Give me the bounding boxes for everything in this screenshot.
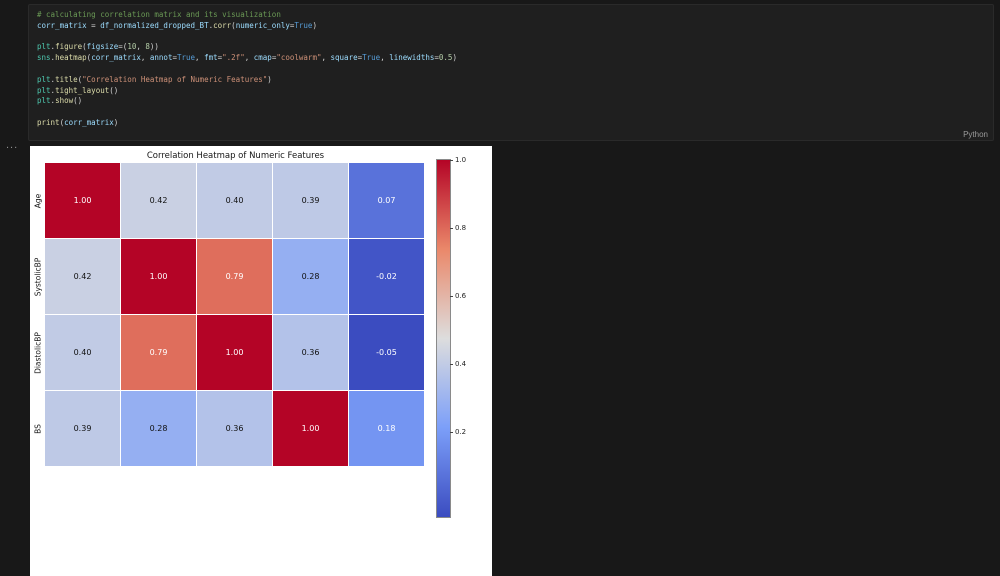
row-label: BS (33, 423, 43, 434)
heatmap-cell: -0.05 (349, 315, 424, 390)
heatmap-cell: 1.00 (197, 315, 272, 390)
heatmap-grid: 1.00 0.42 0.40 0.39 0.07 0.42 1.00 0.79 0.28 -0.0… (45, 163, 424, 466)
code-editor[interactable]: # calculating correlation matrix and its… (29, 5, 993, 129)
code-line: corr_matrix = df_normalized_dropped_BT.c… (37, 20, 317, 30)
heatmap-cell: 1.00 (273, 391, 348, 466)
code-line (37, 107, 993, 118)
heatmap-cell: 0.28 (273, 239, 348, 314)
code-line (37, 32, 993, 43)
cell-language-picker[interactable]: Python (963, 130, 988, 139)
heatmap-cell: 0.40 (197, 163, 272, 238)
code-line: plt.show() (37, 96, 83, 106)
code-cell[interactable]: # calculating correlation matrix and its… (28, 4, 994, 141)
code-line: plt.tight_layout() (37, 85, 119, 95)
code-line: print(corr_matrix) (37, 117, 119, 127)
row-label: Age (33, 193, 43, 208)
figure-title: Correlation Heatmap of Numeric Features (146, 151, 325, 161)
colorbar-tick-label: 1.0 (455, 156, 467, 164)
output-collapse-indicator[interactable]: ... (6, 139, 19, 151)
heatmap-cell: 0.07 (349, 163, 424, 238)
colorbar-tick-mark (450, 364, 453, 365)
colorbar-tick-mark (450, 160, 453, 161)
colorbar-tick-mark (450, 296, 453, 297)
row-label: SystolicBP (33, 257, 43, 296)
heatmap-cell: 0.40 (45, 315, 120, 390)
colorbar-gradient (437, 160, 450, 517)
code-line (37, 64, 993, 75)
code-line: # calculating correlation matrix and its… (37, 10, 281, 19)
colorbar-tick-label: 0.2 (455, 428, 467, 436)
heatmap-cell: 0.28 (121, 391, 196, 466)
colorbar-tick-label: 0.8 (455, 224, 467, 232)
heatmap-cell: 0.36 (197, 391, 272, 466)
heatmap-cell: -0.02 (349, 239, 424, 314)
colorbar-tick-mark (450, 228, 453, 229)
heatmap-cell: 0.79 (197, 239, 272, 314)
heatmap-cell: 1.00 (121, 239, 196, 314)
code-line: plt.figure(figsize=(10, 8)) (37, 42, 159, 52)
heatmap-cell: 0.79 (121, 315, 196, 390)
heatmap-cell: 1.00 (45, 163, 120, 238)
notebook-page: { "app": { "background": "#181818", "cel… (6, 4, 994, 576)
colorbar-tick-mark (450, 432, 453, 433)
heatmap-cell: 0.39 (273, 163, 348, 238)
code-line: plt.title("Correlation Heatmap of Numeri… (37, 74, 272, 84)
colorbar-tick-label: 0.4 (455, 360, 467, 368)
code-line: sns.heatmap(corr_matrix, annot=True, fmt… (37, 53, 457, 63)
colorbar-tick-label: 0.6 (455, 292, 467, 300)
heatmap-figure-output: Correlation Heatmap of Numeric Features … (30, 146, 492, 576)
heatmap-cell: 0.18 (349, 391, 424, 466)
heatmap-cell: 0.42 (45, 239, 120, 314)
heatmap-cell: 0.42 (121, 163, 196, 238)
row-label: DiastolicBP (33, 331, 43, 374)
heatmap-cell: 0.36 (273, 315, 348, 390)
heatmap-cell: 0.39 (45, 391, 120, 466)
